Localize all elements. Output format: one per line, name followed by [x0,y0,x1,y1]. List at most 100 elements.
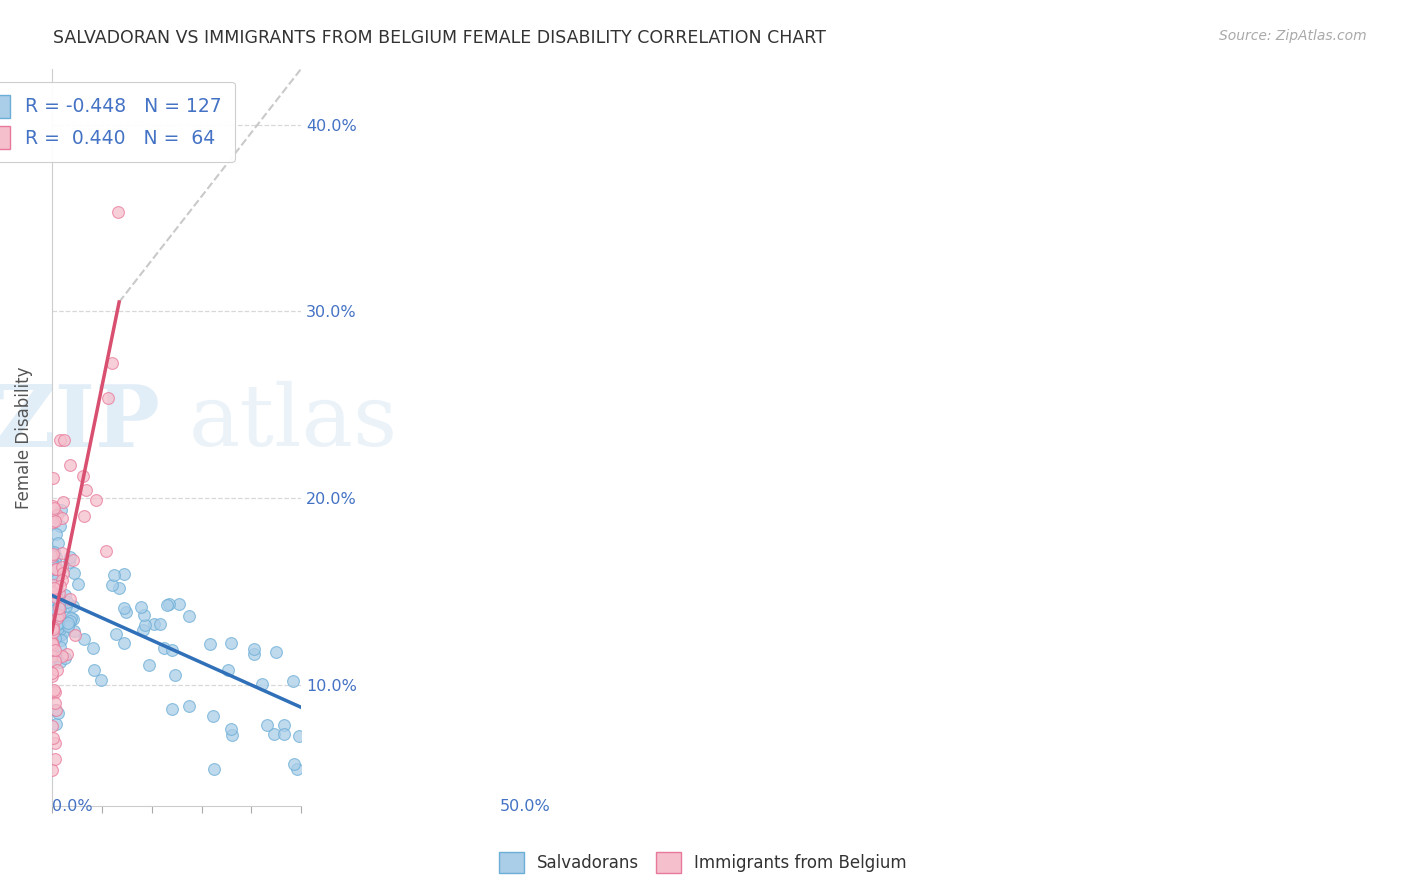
Point [42,578,65,592]
Point [46,578,69,592]
Point [41,581,63,595]
Point [45,550,67,565]
Point [152,641,174,656]
Point [42,548,65,562]
Point [107,205,129,219]
Point [42,557,65,571]
Point [114,605,136,619]
Point [55,610,77,624]
Point [160,643,183,657]
Point [41,636,63,650]
Point [281,674,304,689]
Point [100,356,122,370]
Point [45,663,67,677]
Point [62,552,84,566]
Point [44,752,66,766]
Y-axis label: Female Disability: Female Disability [15,367,32,508]
Point [42,625,65,640]
Point [41,555,63,569]
Point [42,600,65,615]
Point [112,636,135,650]
Point [201,709,224,723]
Point [42,546,65,560]
Point [132,624,155,638]
Point [219,722,242,736]
Legend: R = -0.448   N = 127, R =  0.440   N =  64: R = -0.448 N = 127, R = 0.440 N = 64 [0,81,235,162]
Point [44,581,66,595]
Point [42,607,65,621]
Point [45,717,67,731]
Point [49,433,72,447]
Point [100,578,122,592]
Point [104,626,127,640]
Point [48,563,70,577]
Text: ZIP: ZIP [0,381,160,465]
Point [132,607,155,622]
Point [48,518,70,533]
Point [217,664,239,678]
Point [41,500,63,514]
Point [112,566,135,581]
Point [46,610,69,624]
Point [41,585,63,599]
Point [46,617,69,632]
Point [48,578,70,592]
Point [46,536,69,550]
Point [221,728,243,742]
Point [46,586,69,600]
Point [41,591,63,606]
Point [42,602,65,616]
Point [44,631,66,645]
Point [41,634,63,648]
Point [51,510,73,524]
Point [59,549,82,564]
Point [89,673,111,687]
Point [45,589,67,603]
Point [169,598,191,612]
Point [48,607,70,622]
Point [160,702,183,716]
Point [156,598,179,612]
Point [44,500,66,515]
Point [41,549,63,563]
Point [49,633,72,648]
Point [44,684,66,698]
Point [53,651,76,665]
Text: Source: ZipAtlas.com: Source: ZipAtlas.com [1219,29,1367,43]
Point [219,636,242,650]
Text: atlas: atlas [188,381,398,465]
Point [44,703,66,717]
Point [62,599,84,613]
Point [41,566,63,581]
Point [44,577,66,591]
Point [41,570,63,584]
Point [62,612,84,626]
Point [44,514,66,528]
Point [55,599,77,614]
Point [45,590,67,604]
Point [96,544,118,558]
Point [41,583,63,598]
Point [177,609,200,624]
Point [41,719,63,733]
Point [243,642,266,657]
Point [51,627,73,641]
Point [97,391,120,405]
Point [157,597,180,611]
Point [42,628,65,642]
Point [48,601,70,615]
Point [42,638,65,652]
Point [44,592,66,607]
Point [134,618,156,632]
Point [179,698,201,713]
Point [41,558,63,573]
Point [44,595,66,609]
Point [41,665,63,680]
Point [42,558,65,572]
Point [48,628,70,642]
Point [59,458,82,472]
Point [45,608,67,623]
Point [165,668,187,682]
Point [52,566,75,581]
Text: 50.0%: 50.0% [501,799,551,814]
